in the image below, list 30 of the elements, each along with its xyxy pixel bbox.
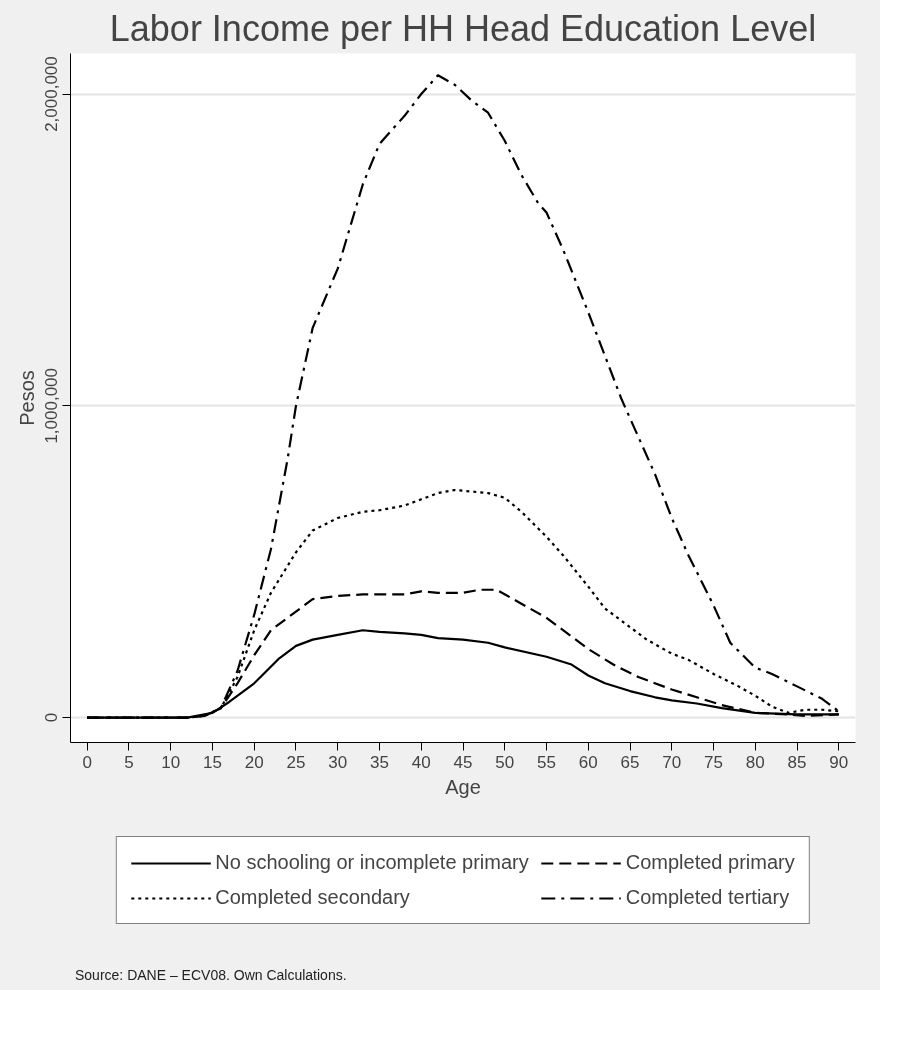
x-tick-label: 15	[203, 752, 222, 772]
y-tick-label: 0	[42, 712, 62, 723]
x-tick-label: 35	[370, 752, 389, 772]
legend-label: No schooling or incomplete primary	[215, 851, 529, 874]
x-tick-label: 5	[124, 752, 134, 772]
x-tick-label: 90	[829, 752, 849, 772]
x-tick-label: 10	[161, 752, 181, 772]
x-tick-label: 65	[620, 752, 640, 772]
legend-label: Completed tertiary	[625, 886, 790, 909]
x-tick-label: 75	[704, 752, 723, 772]
x-tick-label: 45	[453, 752, 473, 772]
x-tick-label: 60	[578, 752, 598, 772]
x-tick-label: 40	[411, 752, 431, 772]
x-tick-label: 0	[82, 752, 92, 772]
legend-label: Completed primary	[625, 851, 795, 874]
x-tick-label: 30	[328, 752, 348, 772]
y-tick-label: 1,000,000	[42, 367, 62, 444]
x-tick-label: 25	[286, 752, 306, 772]
x-tick-label: 85	[787, 752, 807, 772]
source-note: Source: DANE – ECV08. Own Calculations.	[75, 966, 347, 985]
y-axis-title: Pesos	[15, 370, 38, 426]
chart-title: Labor Income per HH Head Education Level	[109, 7, 817, 49]
x-axis-title: Age	[445, 775, 481, 798]
x-tick-label: 70	[662, 752, 682, 772]
x-tick-label: 20	[244, 752, 264, 772]
x-tick-label: 50	[495, 752, 515, 772]
y-tick-label: 2,000,000	[42, 56, 62, 132]
x-tick-label: 80	[745, 752, 765, 772]
legend-label: Completed secondary	[215, 886, 410, 909]
x-tick-label: 55	[537, 752, 556, 772]
